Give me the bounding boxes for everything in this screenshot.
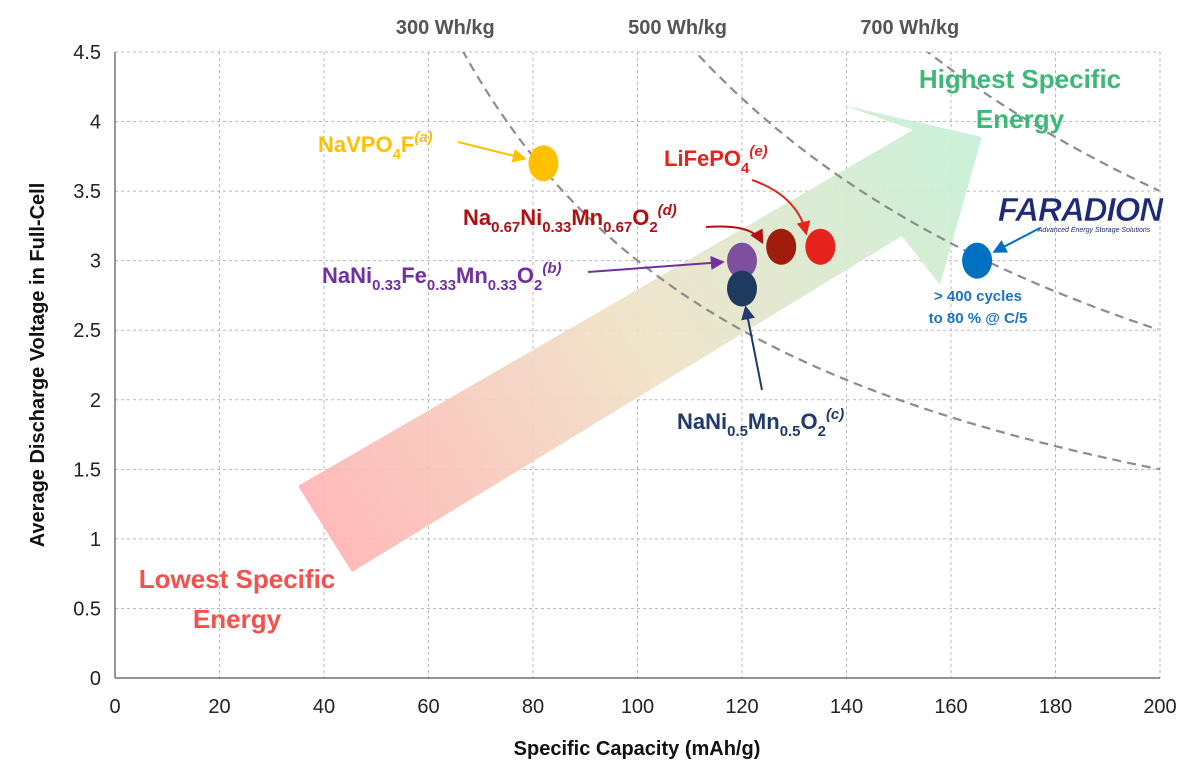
y-tick-label: 4.5 xyxy=(73,42,101,64)
data-point xyxy=(805,228,836,265)
data-point xyxy=(727,270,757,307)
y-tick-labels: 0 0.5 1 1.5 2 2.5 3 3.5 4 4.5 xyxy=(73,42,101,690)
energy-curve-label: 300 Wh/kg xyxy=(396,17,495,39)
x-tick-label: 60 xyxy=(417,696,439,718)
faradion-note-line1: > 400 cycles xyxy=(934,288,1022,305)
highest-energy-label-line2: Energy xyxy=(976,104,1065,134)
x-tick-label: 20 xyxy=(208,696,230,718)
y-tick-label: 3 xyxy=(90,251,101,273)
x-tick-label: 0 xyxy=(109,696,120,718)
leader-arrow xyxy=(457,141,527,163)
leader-arrows xyxy=(457,141,1041,391)
energy-curves xyxy=(462,52,1160,471)
y-tick-label: 2 xyxy=(90,390,101,412)
y-tick-label: 0.5 xyxy=(73,598,101,620)
energy-curve-labels: 300 Wh/kg 500 Wh/kg 700 Wh/kg xyxy=(396,17,959,39)
x-tick-label: 180 xyxy=(1039,696,1072,718)
data-point xyxy=(766,228,797,265)
faradion-logo-text: FARADION xyxy=(998,191,1165,228)
x-axis-title: Specific Capacity (mAh/g) xyxy=(514,738,761,760)
y-tick-label: 4 xyxy=(90,112,101,134)
point-label: NaNi0.5Mn0.5O2(c) xyxy=(677,406,844,440)
data-point xyxy=(528,145,559,182)
axes xyxy=(114,52,1160,679)
point-label: Na0.67Ni0.33Mn0.67O2(d) xyxy=(463,202,677,236)
y-tick-label: 2.5 xyxy=(73,320,101,342)
leader-arrow xyxy=(705,225,764,245)
leader-arrow xyxy=(741,305,763,391)
trend-arrow xyxy=(298,105,982,572)
x-tick-label: 140 xyxy=(830,696,863,718)
x-tick-label: 160 xyxy=(934,696,967,718)
y-axis-title: Average Discharge Voltage in Full-Cell xyxy=(27,183,49,548)
point-label: NaVPO4F(a) xyxy=(318,129,433,163)
leader-arrow xyxy=(751,179,811,236)
faradion-note-line2: to 80 % @ C/5 xyxy=(929,310,1028,327)
point-label: NaNi0.33Fe0.33Mn0.33O2(b) xyxy=(322,260,561,294)
lowest-energy-label-line2: Energy xyxy=(193,604,282,634)
point-label: LiFePO4(e) xyxy=(664,143,768,177)
data-point xyxy=(727,242,757,279)
faradion-logo-tagline: Advanced Energy Storage Solutions xyxy=(1037,227,1151,234)
x-tick-label: 80 xyxy=(522,696,544,718)
y-tick-label: 1 xyxy=(90,529,101,551)
data-points xyxy=(528,145,993,307)
x-tick-label: 120 xyxy=(725,696,758,718)
energy-curve xyxy=(462,52,1160,471)
leader-arrow xyxy=(587,255,725,273)
energy-curve xyxy=(694,52,1159,331)
y-tick-label: 1.5 xyxy=(73,459,101,481)
energy-curve-label: 700 Wh/kg xyxy=(860,17,959,39)
x-tick-label: 200 xyxy=(1143,696,1176,718)
x-tick-label: 100 xyxy=(621,696,654,718)
leader-arrow xyxy=(992,227,1041,253)
x-tick-label: 40 xyxy=(313,696,335,718)
y-tick-label: 0 xyxy=(90,668,101,690)
y-tick-label: 3.5 xyxy=(73,181,101,203)
point-labels: NaVPO4F(a) NaNi0.33Fe0.33Mn0.33O2(b) NaNi0… xyxy=(318,129,844,440)
data-point xyxy=(962,242,993,279)
energy-curve-label: 500 Wh/kg xyxy=(628,17,727,39)
lowest-energy-label-line1: Lowest Specific xyxy=(139,564,336,594)
highest-energy-label-line1: Highest Specific xyxy=(919,64,1121,94)
x-tick-labels: 0 20 40 60 80 100 120 140 160 180 200 xyxy=(109,696,1176,718)
faradion-logo: FARADION Advanced Energy Storage Solutio… xyxy=(998,191,1166,234)
